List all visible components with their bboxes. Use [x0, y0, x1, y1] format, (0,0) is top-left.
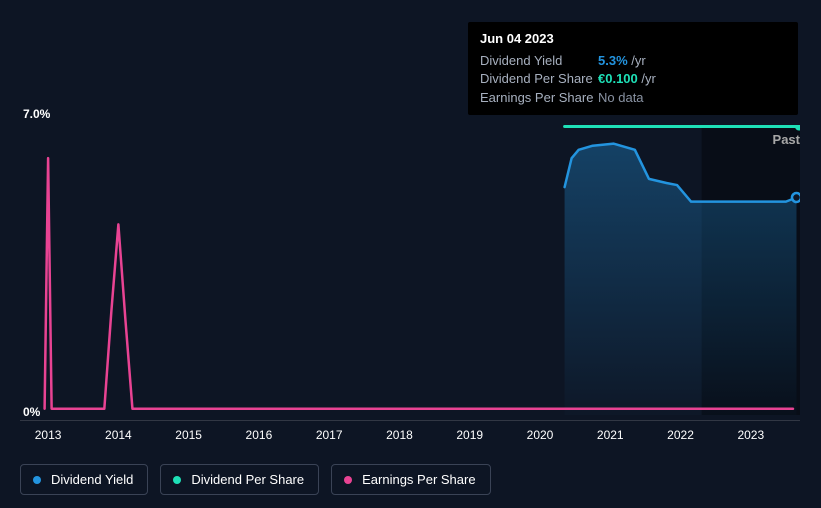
tooltip-value: 5.3% /yr — [598, 52, 646, 70]
legend-item-earnings-per-share[interactable]: Earnings Per Share — [331, 464, 490, 495]
tooltip-value-number: No data — [598, 90, 644, 105]
x-tick-label: 2017 — [316, 428, 343, 442]
legend-item-dividend-yield[interactable]: Dividend Yield — [20, 464, 148, 495]
legend-label: Earnings Per Share — [362, 472, 475, 487]
tooltip-label: Dividend Yield — [480, 52, 598, 70]
x-tick-label: 2019 — [456, 428, 483, 442]
tooltip-row: Dividend Per Share €0.100 /yr — [480, 70, 786, 88]
legend-label: Dividend Per Share — [191, 472, 304, 487]
tooltip-value-number: 5.3% — [598, 53, 628, 68]
legend-label: Dividend Yield — [51, 472, 133, 487]
legend-item-dividend-per-share[interactable]: Dividend Per Share — [160, 464, 319, 495]
tooltip-label: Dividend Per Share — [480, 70, 598, 88]
x-tick-label: 2018 — [386, 428, 413, 442]
x-axis: 2013 2014 2015 2016 2017 2018 2019 2020 2021 2022… — [20, 420, 800, 450]
tooltip-value-number: €0.100 — [598, 71, 638, 86]
x-tick-label: 2013 — [35, 428, 62, 442]
x-axis-line — [20, 420, 800, 421]
x-tick-label: 2015 — [175, 428, 202, 442]
x-tick-label: 2020 — [527, 428, 554, 442]
tooltip-value-unit: /yr — [641, 71, 655, 86]
x-tick-label: 2016 — [246, 428, 273, 442]
tooltip-value: €0.100 /yr — [598, 70, 656, 88]
tooltip-value-unit: /yr — [631, 53, 645, 68]
chart-tooltip: Jun 04 2023 Dividend Yield 5.3% /yr Divi… — [468, 22, 798, 115]
chart-plot[interactable] — [20, 125, 800, 415]
tooltip-row: Dividend Yield 5.3% /yr — [480, 52, 786, 70]
chart-area: 7.0% 0% Past — [20, 105, 800, 435]
legend-dot-icon — [33, 476, 41, 484]
chart-legend: Dividend Yield Dividend Per Share Earnin… — [20, 464, 491, 495]
x-tick-label: 2023 — [737, 428, 764, 442]
x-tick-label: 2021 — [597, 428, 624, 442]
legend-dot-icon — [344, 476, 352, 484]
tooltip-date: Jun 04 2023 — [480, 30, 786, 48]
x-tick-label: 2014 — [105, 428, 132, 442]
x-tick-label: 2022 — [667, 428, 694, 442]
legend-dot-icon — [173, 476, 181, 484]
